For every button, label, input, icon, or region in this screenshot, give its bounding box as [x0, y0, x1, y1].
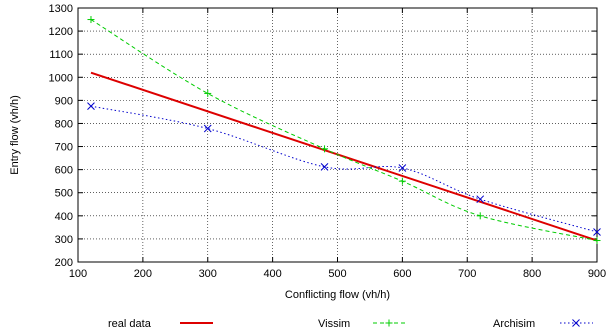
data-point-marker	[203, 124, 212, 133]
data-point-marker	[593, 228, 601, 236]
y-tick-label: 1200	[49, 26, 73, 38]
grid	[78, 8, 597, 262]
y-tick-label: 900	[55, 95, 73, 107]
series-real-data	[90, 71, 598, 242]
y-tick-label: 1000	[49, 72, 73, 84]
x-tick-label: 100	[69, 268, 87, 280]
series-line	[90, 105, 598, 233]
x-tick-label: 900	[588, 268, 606, 280]
y-axis-label: Entry flow (vh/h)	[9, 95, 21, 174]
y-tick-label: 1100	[49, 49, 73, 61]
x-tick-label: 800	[523, 268, 541, 280]
data-point-marker	[572, 319, 580, 327]
data-point-marker	[476, 195, 485, 204]
series-line	[90, 19, 598, 242]
data-point-marker	[87, 102, 95, 110]
legend-label: Archisim	[493, 318, 535, 330]
legend: real data Vissim Archisim	[108, 318, 593, 330]
ticks: 100 200 300 400 500 600 700 800 9002003004005006…	[49, 3, 607, 280]
y-tick-label: 600	[55, 165, 73, 177]
y-tick-label: 800	[55, 118, 73, 130]
series-layer	[87, 16, 601, 245]
series-vissim	[87, 16, 601, 245]
series-archisim	[87, 102, 601, 236]
legend-label: Vissim	[318, 318, 350, 330]
x-tick-label: 400	[263, 268, 281, 280]
y-tick-label: 1300	[49, 3, 73, 15]
y-tick-label: 500	[55, 188, 73, 200]
x-tick-label: 600	[393, 268, 411, 280]
x-tick-label: 300	[199, 268, 217, 280]
y-tick-label: 400	[55, 211, 73, 223]
data-point-marker	[320, 163, 329, 171]
x-axis-label: Conflicting flow (vh/h)	[285, 289, 390, 301]
x-tick-label: 500	[328, 268, 346, 280]
y-tick-label: 700	[55, 142, 73, 154]
x-tick-label: 200	[134, 268, 152, 280]
x-tick-label: 700	[458, 268, 476, 280]
y-tick-label: 300	[55, 234, 73, 246]
legend-label: real data	[108, 318, 152, 330]
data-point-marker	[398, 164, 407, 172]
y-tick-label: 200	[55, 257, 73, 269]
series-line	[90, 71, 598, 242]
